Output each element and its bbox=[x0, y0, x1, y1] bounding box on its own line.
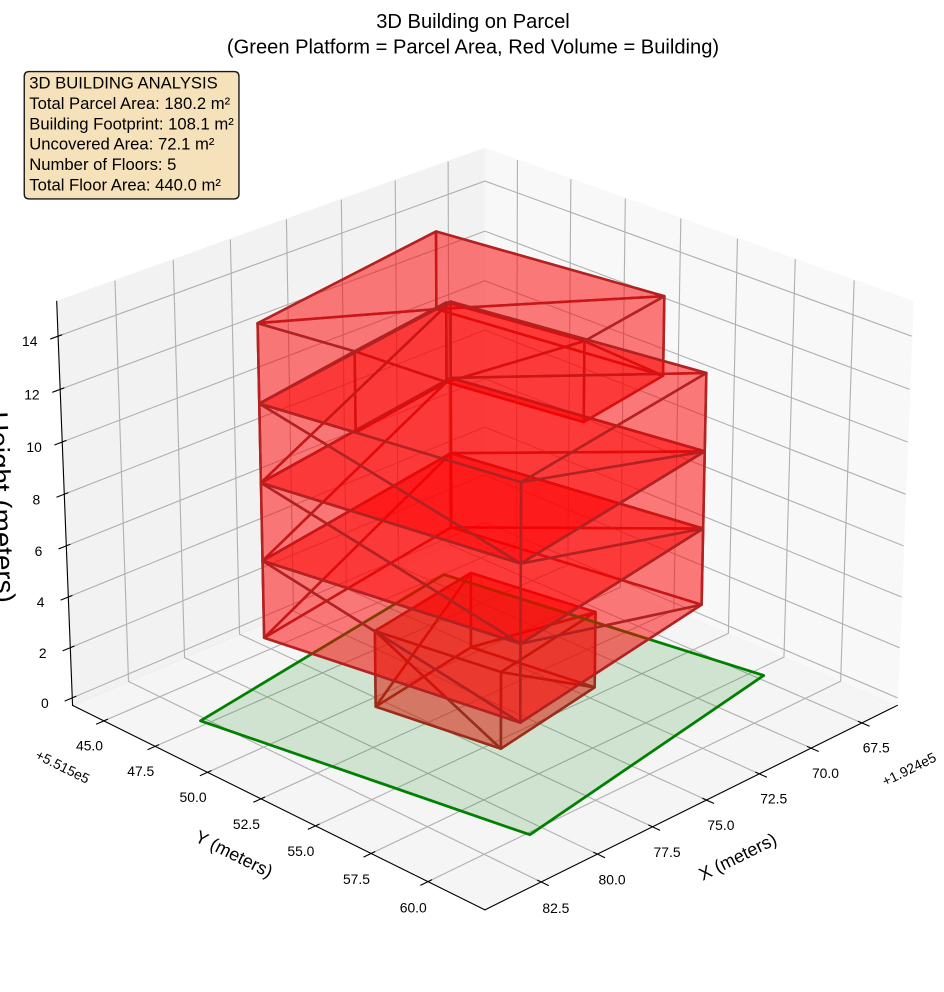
svg-text:Uncovered Area: 72.1 m²: Uncovered Area: 72.1 m² bbox=[29, 135, 215, 154]
svg-text:14: 14 bbox=[22, 333, 38, 349]
svg-text:Total Floor Area: 440.0 m²: Total Floor Area: 440.0 m² bbox=[29, 175, 221, 194]
svg-text:6: 6 bbox=[35, 543, 43, 559]
svg-text:3D BUILDING ANALYSIS: 3D BUILDING ANALYSIS bbox=[29, 74, 218, 93]
svg-text:4: 4 bbox=[37, 594, 45, 610]
svg-text:52.5: 52.5 bbox=[233, 816, 260, 832]
svg-text:60.0: 60.0 bbox=[400, 900, 427, 916]
svg-text:Building Footprint: 108.1 m²: Building Footprint: 108.1 m² bbox=[29, 114, 234, 133]
svg-text:70.0: 70.0 bbox=[812, 765, 839, 781]
svg-text:2: 2 bbox=[39, 645, 47, 661]
svg-text:67.5: 67.5 bbox=[863, 739, 890, 755]
svg-text:3D Building on Parcel: 3D Building on Parcel bbox=[376, 11, 570, 33]
svg-text:10: 10 bbox=[26, 439, 42, 455]
svg-text:12: 12 bbox=[24, 386, 40, 402]
svg-text:55.0: 55.0 bbox=[287, 843, 314, 859]
svg-text:Number of Floors: 5: Number of Floors: 5 bbox=[29, 155, 176, 174]
svg-text:72.5: 72.5 bbox=[760, 791, 787, 807]
svg-text:47.5: 47.5 bbox=[127, 763, 154, 779]
svg-text:75.0: 75.0 bbox=[707, 817, 734, 833]
svg-text:45.0: 45.0 bbox=[76, 737, 103, 753]
svg-text:57.5: 57.5 bbox=[343, 871, 370, 887]
svg-text:50.0: 50.0 bbox=[180, 789, 207, 805]
svg-text:0: 0 bbox=[41, 695, 49, 711]
svg-text:Total Parcel Area: 180.2 m²: Total Parcel Area: 180.2 m² bbox=[29, 94, 230, 113]
svg-text:8: 8 bbox=[32, 491, 40, 507]
svg-text:80.0: 80.0 bbox=[599, 872, 626, 888]
svg-text:82.5: 82.5 bbox=[542, 900, 569, 916]
svg-text:(Green Platform = Parcel Area,: (Green Platform = Parcel Area, Red Volum… bbox=[227, 36, 719, 58]
svg-text:77.5: 77.5 bbox=[654, 844, 681, 860]
